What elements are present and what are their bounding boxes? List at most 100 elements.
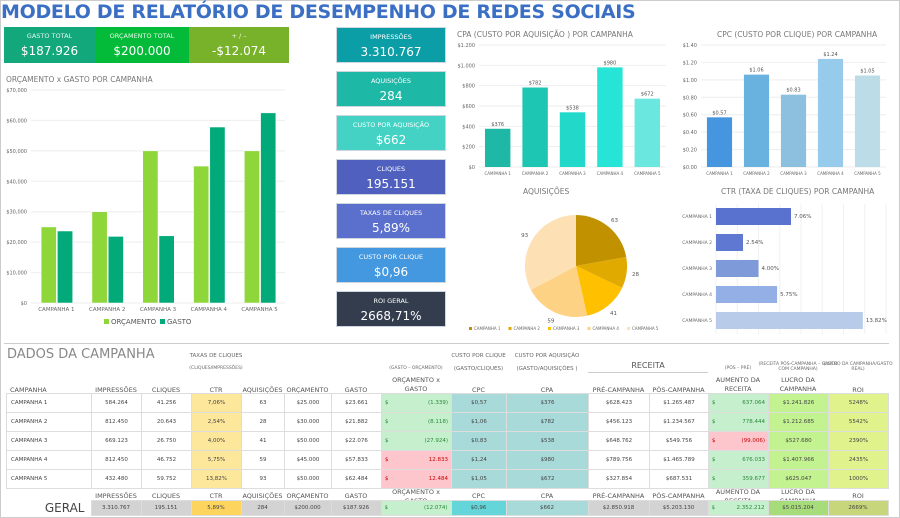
cell-roi: 2390% (828, 431, 889, 451)
legend-label: GASTO (167, 318, 192, 326)
profit-formula: (RECEITA PÓS-CAMPANHA – GASTO COM CAMPAN… (758, 362, 838, 372)
cell-pós-campanha: $1.234.567 (649, 412, 709, 432)
cell-pós-campanha: $549.756 (649, 431, 709, 451)
bar-orçamento (40, 226, 57, 304)
cell-aumento-da-receita: $778.444 (708, 412, 769, 432)
total-column-header: CTR (209, 492, 223, 500)
bar (817, 58, 844, 167)
cell-orçamento: $50.000 (284, 469, 332, 489)
amount: 359.677 (742, 476, 765, 482)
cell-lucro-da-campanha: $527.680 (768, 431, 829, 451)
y-tick-label: $1.200 (458, 43, 476, 49)
slice-label: 93 (521, 233, 528, 239)
cell-gasto: $22.076 (331, 431, 382, 451)
cell-aumento-da-receita: $ (99.006) (708, 431, 769, 451)
bar (716, 286, 778, 303)
y-tick-label: $1.20 (683, 60, 697, 66)
column-header: GASTO (344, 386, 368, 394)
cpc-chart: $0.00 $0.20 $0.40 $0.60 $0.80 $1.00 $1.20 $1.40… (683, 43, 886, 176)
pie-slice (576, 215, 627, 266)
cell-aumento-da-receita: $637.064 (708, 393, 769, 413)
amount: (27.924) (424, 438, 448, 444)
column-header: CTR (209, 386, 223, 394)
total-column-header: CPC (472, 492, 485, 500)
cell-pré-campanha: $327.854 (588, 469, 650, 489)
bar-gasto (158, 235, 175, 304)
cell-pós-campanha: $1.465.789 (649, 450, 709, 470)
bar (484, 128, 511, 167)
currency-symbol: $ (385, 457, 389, 463)
bar (716, 260, 759, 277)
amount: 12.833 (428, 457, 448, 463)
cell-pré-campanha: $789.756 (588, 450, 650, 470)
legend-swatch (160, 319, 165, 324)
amount: (12.074) (423, 505, 448, 511)
kpi-label: GASTO TOTAL (26, 32, 73, 40)
bar (716, 208, 792, 225)
y-tick-label: $1.00 (683, 78, 697, 84)
cell-gasto: $57.833 (331, 450, 382, 470)
cell-aquisições: 59 (241, 450, 285, 470)
kpi-label: CUSTO POR CLIQUE (358, 253, 424, 261)
cell-ctr: 4,00% (191, 431, 242, 451)
cell-lucro-da-campanha: $1.241.826 (768, 393, 829, 413)
currency-symbol: $ (712, 457, 716, 463)
kpi-card: CUSTO POR AQUISIÇÃO $662 (336, 115, 446, 151)
total-column-header: ROI (852, 492, 864, 500)
total-column-header: CPA (540, 492, 554, 500)
legend-label: CAMPANHA 4 (593, 326, 620, 331)
variance-formula: (GASTO – ORÇAMENTO) (389, 366, 443, 371)
amount: 778.444 (742, 419, 765, 425)
x-tick-label: CAMPANHA 2 (743, 171, 770, 176)
cell-lucro-da-campanha: $1.407.966 (768, 450, 829, 470)
budget-chart-title: ORÇAMENTO x GASTO POR CAMPANHA (6, 75, 153, 84)
bar (706, 117, 733, 167)
cell-cpa: $672 (506, 469, 589, 489)
cell-pós-campanha: $5.203.130 (648, 500, 709, 516)
slice-label: 41 (610, 311, 617, 317)
total-column-header: CLIQUES (151, 492, 181, 500)
total-row: GERAL 3.310.767 195.151 5,89% 284 $200.000 $18… (6, 500, 889, 516)
data-label: 2.54% (746, 240, 763, 246)
bar-orçamento (244, 150, 260, 304)
y-tick-label: $0 (469, 165, 475, 171)
data-label: 13.82% (866, 318, 887, 324)
revenue-group-header: RECEITA (588, 362, 708, 373)
cell-cpc: $1,24 (451, 450, 507, 470)
y-tick-label: $20,000 (6, 240, 27, 246)
cell-pós-campanha: $687.531 (649, 469, 709, 489)
cell-cpa: $782 (506, 412, 589, 432)
cell-impressões: 812.450 (91, 450, 142, 470)
cell-cpc: $0,57 (451, 393, 507, 413)
cell-ctr: 7,06% (191, 393, 242, 413)
y-tick-label: $0.20 (683, 148, 697, 154)
amount: (1.339) (427, 400, 448, 406)
cell-gasto: $21.882 (331, 412, 382, 432)
cell-campanha: CAMPANHA 1 (6, 393, 92, 413)
pie-slice (576, 266, 623, 316)
ctr-formula: (CLIQUES/IMPRESSÕES) (189, 366, 243, 371)
kpi-label: ROI GERAL (373, 297, 409, 305)
cell-ctr: 13,82% (191, 469, 242, 489)
cell-pré-campanha: $628.423 (588, 393, 650, 413)
cell-pré-campanha: $456.123 (588, 412, 650, 432)
cell-aquisições: 93 (241, 469, 285, 489)
bar (559, 112, 586, 167)
cell-impressões: 3.310.767 (90, 500, 142, 516)
cell-campanha: CAMPANHA 4 (6, 450, 92, 470)
category-label: CAMPANHA 1 (682, 214, 712, 220)
cell-orçamento-x-gasto: $ (1.339) (381, 393, 452, 413)
cell-pós-campanha: $1.265.487 (649, 393, 709, 413)
legend-label: CAMPANHA 2 (514, 326, 541, 331)
data-label: $980 (604, 60, 617, 66)
bar (522, 87, 548, 167)
bar (854, 75, 881, 167)
total-column-header: IMPRESSÕES (95, 492, 137, 500)
y-tick-label: $400 (462, 124, 475, 130)
data-label: $1.05 (860, 69, 874, 75)
ctr-chart: 7.06% CAMPANHA 1 2.54% CAMPANHA 2 4.00% CAMPA… (682, 204, 887, 334)
total-column-header: ORÇAMENTO (286, 492, 329, 500)
y-tick-label: $600 (462, 104, 475, 110)
kpi-label: + / – (231, 32, 247, 40)
x-tick-label: CAMPANHA 5 (634, 171, 661, 176)
